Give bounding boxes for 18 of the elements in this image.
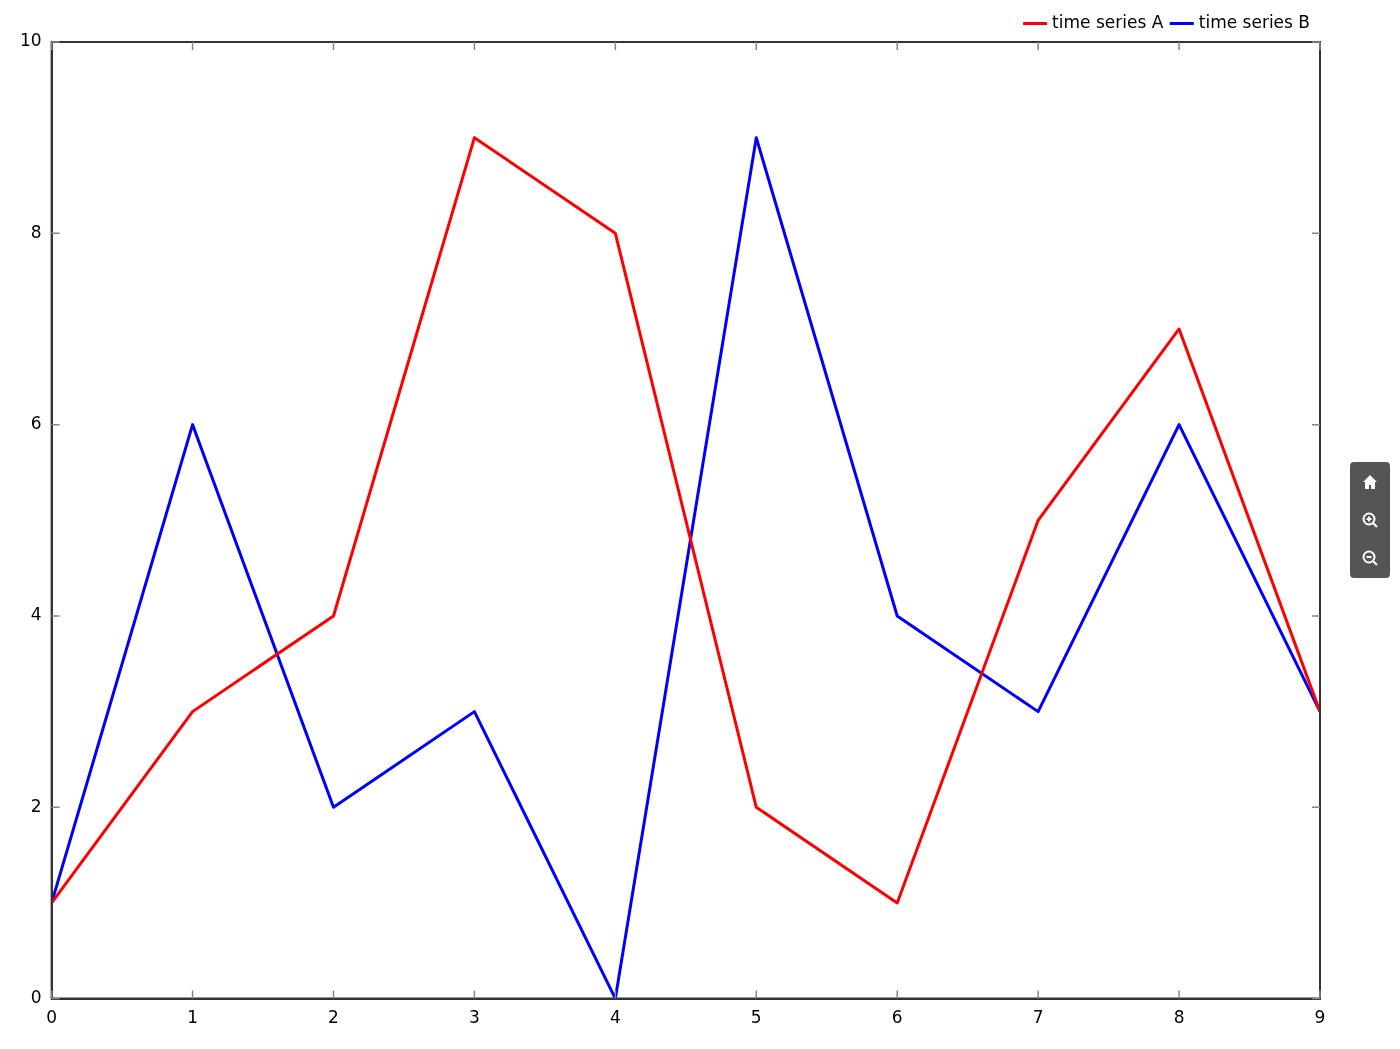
x-tick-label: 0 xyxy=(46,1007,58,1028)
y-tick-label: 6 xyxy=(30,413,42,434)
y-tick-label: 8 xyxy=(30,221,42,242)
y-tick-label: 4 xyxy=(30,604,42,625)
legend-label: time series A xyxy=(1052,11,1164,32)
x-tick-label: 3 xyxy=(469,1007,480,1028)
x-tick-label: 6 xyxy=(891,1007,903,1028)
x-tick-label: 9 xyxy=(1314,1007,1326,1028)
x-tick-label: 5 xyxy=(750,1007,762,1028)
x-tick-label: 4 xyxy=(609,1007,621,1028)
y-tick-label: 2 xyxy=(30,795,42,816)
y-tick-label: 0 xyxy=(30,987,42,1008)
y-tick-label: 10 xyxy=(19,30,42,51)
legend-label: time series B xyxy=(1198,11,1311,32)
x-tick-label: 7 xyxy=(1032,1007,1044,1028)
x-tick-label: 1 xyxy=(187,1007,198,1028)
x-tick-label: 2 xyxy=(328,1007,339,1028)
x-tick-label: 8 xyxy=(1173,1007,1185,1028)
